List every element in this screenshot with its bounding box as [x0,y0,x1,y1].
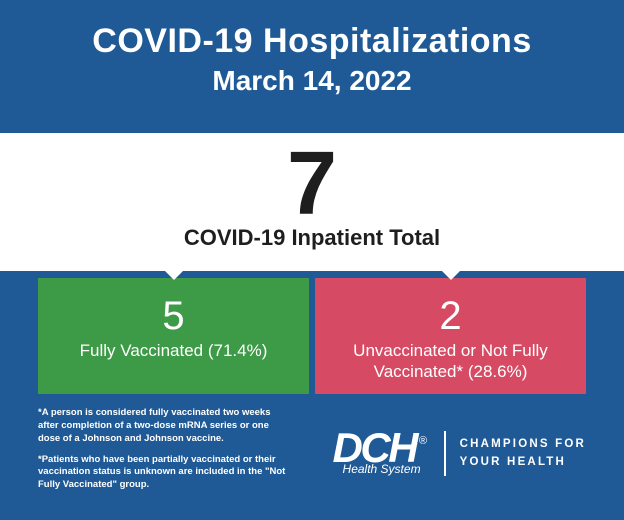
pointer-icon [438,267,464,280]
logo-subtitle: Health System [343,462,425,476]
header: COVID-19 Hospitalizations March 14, 2022 [0,0,624,97]
total-label: COVID-19 Inpatient Total [0,225,624,251]
pointer-icon [161,267,187,280]
logo-tagline: CHAMPIONS FOR YOUR HEALTH [460,436,586,471]
stat-boxes: 5 Fully Vaccinated (71.4%) 2 Unvaccinate… [38,278,586,394]
stat-box-unvaccinated: 2 Unvaccinated or Not Fully Vaccinated* … [315,278,586,394]
logo: DCH ® Health System CHAMPIONS FOR YOUR H… [333,431,586,477]
stat-box-vaccinated: 5 Fully Vaccinated (71.4%) [38,278,309,394]
footnote-1: *A person is considered fully vaccinated… [38,407,293,445]
logo-text: DCH ® [333,431,425,465]
stat-label: Unvaccinated or Not Fully Vaccinated* (2… [315,340,586,383]
stat-label: Fully Vaccinated (71.4%) [38,340,309,361]
stat-number: 2 [315,296,586,336]
stat-number: 5 [38,296,309,336]
total-band: 7 COVID-19 Inpatient Total [0,133,624,271]
infographic-page: COVID-19 Hospitalizations March 14, 2022… [0,0,624,520]
divider-icon [444,431,446,476]
registered-icon: ® [419,437,425,446]
page-date: March 14, 2022 [0,65,624,97]
logo-main: DCH ® Health System [333,431,440,477]
footer: *A person is considered fully vaccinated… [38,407,586,500]
total-number: 7 [0,139,624,229]
footnotes: *A person is considered fully vaccinated… [38,407,293,500]
page-title: COVID-19 Hospitalizations [0,22,624,61]
footnote-2: *Patients who have been partially vaccin… [38,454,293,492]
